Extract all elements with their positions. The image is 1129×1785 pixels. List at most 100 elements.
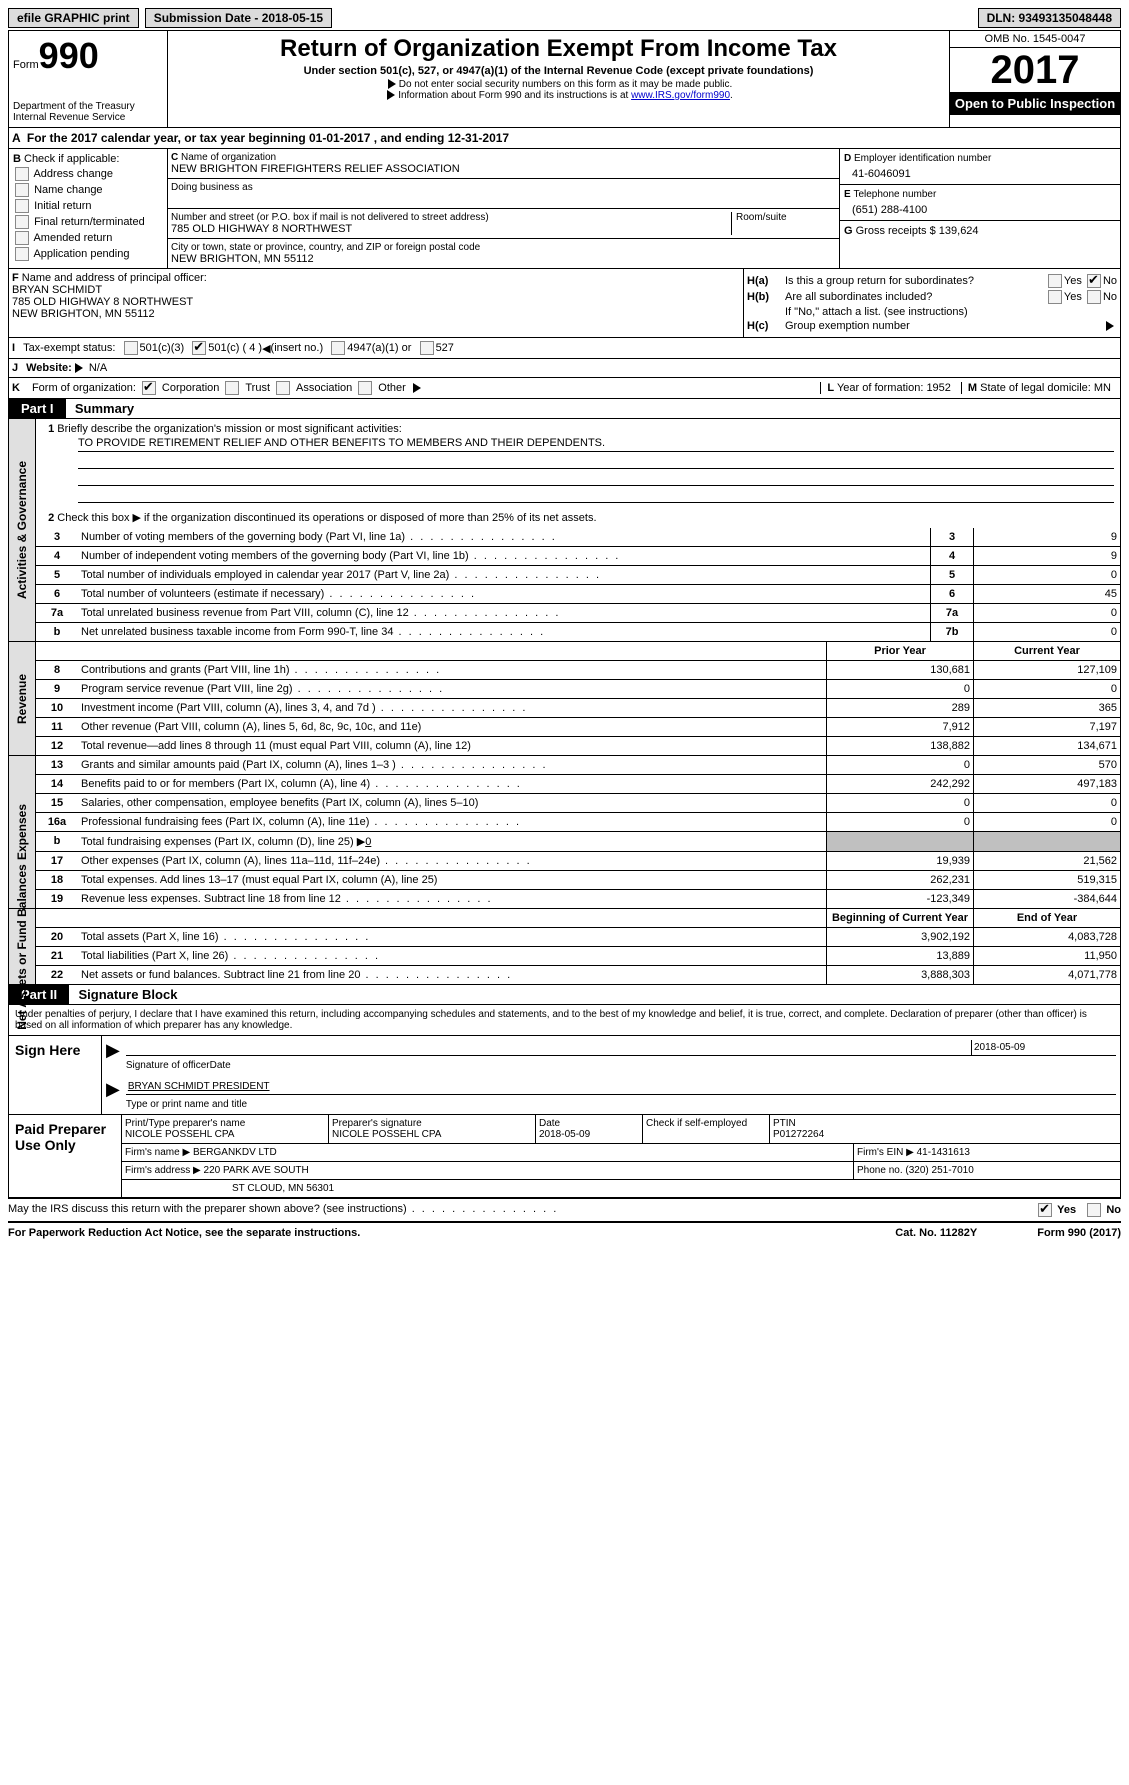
final-return-checkbox[interactable]: [15, 215, 29, 229]
trust-checkbox[interactable]: [225, 381, 239, 395]
ptin-value: P01272264: [773, 1129, 1117, 1140]
revenue-vtab-label: Revenue: [15, 673, 29, 723]
sig-date-label: Date: [210, 1060, 350, 1071]
line-20-end: 4,083,728: [973, 928, 1120, 946]
line-15-prior: 0: [826, 794, 973, 812]
hb-no-checkbox[interactable]: [1087, 290, 1101, 304]
street-value: 785 OLD HIGHWAY 8 NORTHWEST: [171, 223, 731, 235]
hc-label: Group exemption number: [785, 320, 1103, 332]
assoc-label: Association: [296, 382, 352, 394]
perjury-text: Under penalties of perjury, I declare th…: [9, 1005, 1120, 1036]
prior-year-header: Prior Year: [826, 642, 973, 660]
part-i-label: Part I: [9, 399, 66, 418]
corp-checkbox[interactable]: [142, 381, 156, 395]
line-16b-current-gray: [973, 832, 1120, 851]
mission-text: TO PROVIDE RETIREMENT RELIEF AND OTHER B…: [78, 435, 1114, 452]
line-13-prior: 0: [826, 756, 973, 774]
line-22-desc: Net assets or fund balances. Subtract li…: [78, 966, 826, 984]
preparer-name: NICOLE POSSEHL CPA: [125, 1129, 325, 1140]
assoc-checkbox[interactable]: [276, 381, 290, 395]
phone-label: Phone no.: [857, 1165, 903, 1176]
line-21-end: 11,950: [973, 947, 1120, 965]
net-vtab-label: Net Assets or Fund Balances: [15, 864, 29, 1030]
amended-return-checkbox[interactable]: [15, 231, 29, 245]
line-12-desc: Total revenue—add lines 8 through 11 (mu…: [78, 737, 826, 755]
row-i: ITax-exempt status: 501(c)(3) 501(c) ( 4…: [8, 338, 1121, 359]
irs-label: Internal Revenue Service: [13, 112, 163, 123]
efile-button[interactable]: efile GRAPHIC print: [8, 8, 139, 28]
line-14-prior: 242,292: [826, 775, 973, 793]
501c-checkbox[interactable]: [192, 341, 206, 355]
ha-yes-checkbox[interactable]: [1048, 274, 1062, 288]
year-formation-value: 1952: [926, 382, 950, 394]
hb-note: If "No," attach a list. (see instruction…: [785, 306, 1117, 318]
line-10-prior: 289: [826, 699, 973, 717]
form-word: Form: [13, 59, 39, 71]
initial-return-checkbox[interactable]: [15, 199, 29, 213]
mission-label: Briefly describe the organization's miss…: [57, 423, 401, 435]
discuss-no-checkbox[interactable]: [1087, 1203, 1101, 1217]
preparer-sig: NICOLE POSSEHL CPA: [332, 1129, 532, 1140]
discuss-yes-checkbox[interactable]: [1038, 1203, 1052, 1217]
form-title: Return of Organization Exempt From Incom…: [172, 35, 945, 63]
501c3-checkbox[interactable]: [124, 341, 138, 355]
preparer-name-label: Print/Type preparer's name: [125, 1118, 325, 1129]
527-checkbox[interactable]: [420, 341, 434, 355]
initial-return-label: Initial return: [34, 200, 91, 212]
name-change-checkbox[interactable]: [15, 183, 29, 197]
line-18-desc: Total expenses. Add lines 13–17 (must eq…: [78, 871, 826, 889]
line-18-prior: 262,231: [826, 871, 973, 889]
line-14-desc: Benefits paid to or for members (Part IX…: [78, 775, 826, 793]
line-6-desc: Total number of volunteers (estimate if …: [78, 585, 930, 603]
application-pending-checkbox[interactable]: [15, 247, 29, 261]
top-toolbar: efile GRAPHIC print Submission Date - 20…: [8, 8, 1121, 28]
form-header: Form990 Department of the Treasury Inter…: [8, 30, 1121, 128]
firm-addr2: ST CLOUD, MN 56301: [122, 1180, 1120, 1197]
part-i-title: Summary: [75, 401, 134, 416]
irs-link[interactable]: www.IRS.gov/form990: [631, 90, 730, 101]
4947-checkbox[interactable]: [331, 341, 345, 355]
info-text: Information about Form 990 and its instr…: [398, 90, 631, 101]
header-right: OMB No. 1545-0047 2017 Open to Public In…: [949, 31, 1120, 127]
line-19-current: -384,644: [973, 890, 1120, 908]
year-formation-label: Year of formation:: [837, 382, 923, 394]
firm-ein-label: Firm's EIN ▶: [857, 1147, 914, 1158]
section-a: A For the 2017 calendar year, or tax yea…: [8, 128, 1121, 149]
501c3-label: 501(c)(3): [140, 342, 185, 354]
firm-name-label: Firm's name ▶: [125, 1147, 190, 1158]
open-to-public: Open to Public Inspection: [950, 92, 1120, 115]
city-value: NEW BRIGHTON, MN 55112: [171, 253, 836, 265]
row-bcde: B Check if applicable: Address change Na…: [8, 149, 1121, 269]
net-vtab: Net Assets or Fund Balances: [9, 909, 36, 984]
header-center: Return of Organization Exempt From Incom…: [168, 31, 949, 127]
line-11-current: 7,197: [973, 718, 1120, 736]
activities-governance-block: Activities & Governance 1 Briefly descri…: [8, 419, 1121, 642]
line-16b-desc: Total fundraising expenses (Part IX, col…: [78, 832, 826, 851]
sig-date-value: 2018-05-09: [971, 1040, 1116, 1055]
527-label: 527: [436, 342, 454, 354]
line-12-prior: 138,882: [826, 737, 973, 755]
row-fh: F Name and address of principal officer:…: [8, 269, 1121, 338]
501c-label: 501(c) ( 4 ): [208, 342, 262, 354]
line-5-desc: Total number of individuals employed in …: [78, 566, 930, 584]
line-22-beg: 3,888,303: [826, 966, 973, 984]
gross-receipts-label: Gross receipts $: [856, 225, 936, 237]
line-3-desc: Number of voting members of the governin…: [78, 528, 930, 546]
gross-receipts-value: 139,624: [939, 225, 979, 237]
submission-date-button[interactable]: Submission Date - 2018-05-15: [145, 8, 332, 28]
hb-yes-checkbox[interactable]: [1048, 290, 1062, 304]
line-11-desc: Other revenue (Part VIII, column (A), li…: [78, 718, 826, 736]
other-checkbox[interactable]: [358, 381, 372, 395]
line-16a-prior: 0: [826, 813, 973, 831]
section-d: D Employer identification number 41-6046…: [840, 149, 1120, 268]
arrow-icon: [1106, 321, 1114, 331]
ha-no-checkbox[interactable]: [1087, 274, 1101, 288]
line-12-current: 134,671: [973, 737, 1120, 755]
address-change-checkbox[interactable]: [15, 167, 29, 181]
line-7a-desc: Total unrelated business revenue from Pa…: [78, 604, 930, 622]
ein-label: Employer identification number: [854, 153, 991, 164]
line-14-current: 497,183: [973, 775, 1120, 793]
application-pending-label: Application pending: [33, 248, 129, 260]
line-2: 2 Check this box ▶ if the organization d…: [36, 507, 1120, 528]
current-year-header: Current Year: [973, 642, 1120, 660]
